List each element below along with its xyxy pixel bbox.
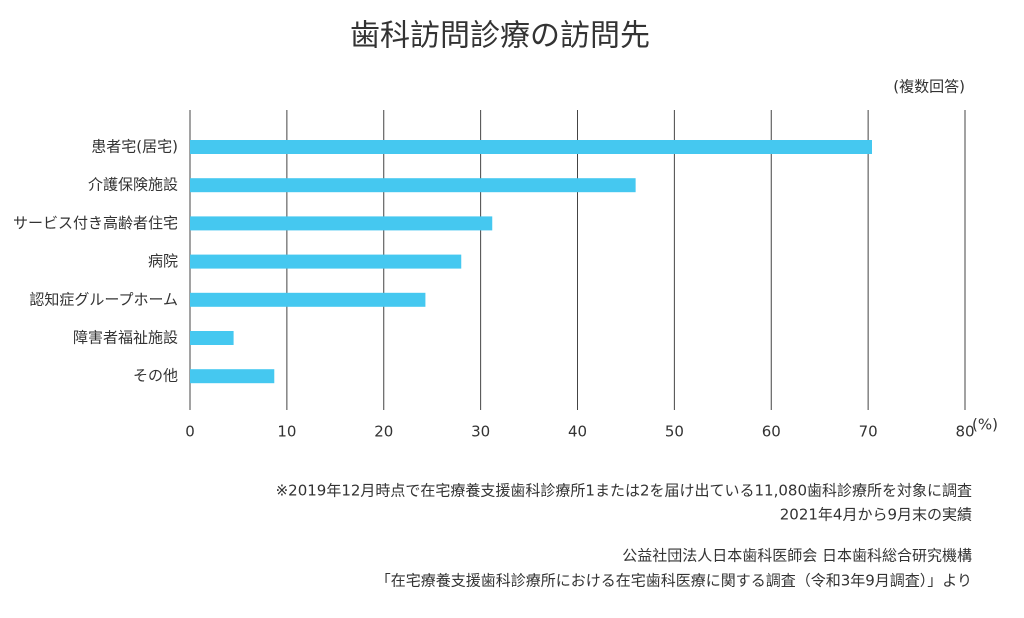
footnote: ※2019年12月時点で在宅療養支援歯科診療所1または2を届け出ている11,08… [276,482,972,500]
bar [190,254,462,269]
x-tick-label: 20 [374,423,393,441]
x-tick-label: 80 [955,423,974,441]
footnote: 公益社団法人日本歯科医師会 日本歯科総合研究機構 [622,547,972,565]
x-tick-label: 70 [859,423,878,441]
footnote: 2021年4月から9月末の実績 [780,506,972,524]
bar [190,331,234,345]
bar [190,140,872,154]
x-tick-label: 50 [665,423,684,441]
x-tick-label: 30 [471,423,490,441]
x-tick-label: 10 [277,423,296,441]
bar [190,178,636,193]
footnote: 「在宅療養支援歯科診療所における在宅歯科医療に関する調査（令和3年9月調査）」よ… [376,572,972,590]
y-tick-label: 障害者福祉施設 [73,329,178,347]
x-tick-label: 0 [185,423,195,441]
chart-subtitle: (複数回答) [893,78,965,96]
y-tick-label: 認知症グループホーム [29,290,178,308]
x-tick-label: 60 [762,423,781,441]
bar [190,369,275,384]
y-tick-label: 患者宅(居宅) [91,138,178,156]
chart-title: 歯科訪問診療の訪問先 [350,19,650,54]
y-tick-label: サービス付き高齢者住宅 [13,214,178,232]
y-tick-label: その他 [133,367,178,385]
x-axis-unit: (%) [972,416,998,434]
y-tick-label: 病院 [148,252,178,270]
y-tick-label: 介護保険施設 [88,176,178,194]
bar [190,292,426,307]
bar [190,216,493,231]
x-tick-label: 40 [568,423,587,441]
